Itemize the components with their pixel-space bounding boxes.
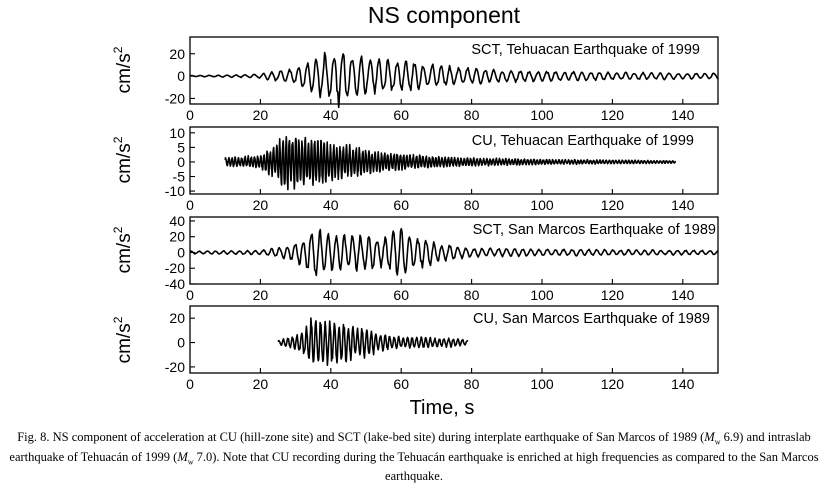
panel-3-frame	[189, 216, 719, 285]
y-tick-label: -20	[165, 359, 185, 375]
y-tick-label: 40	[169, 213, 185, 229]
panel-4-ylabel: cm/s2	[111, 316, 135, 363]
x-tick-label: 140	[671, 376, 695, 392]
y-tick-label: -40	[165, 276, 185, 292]
x-tick-label: 80	[464, 376, 480, 392]
panel-2-trace	[224, 136, 677, 191]
x-tick-label: 40	[323, 287, 339, 303]
y-tick-label: -10	[165, 183, 185, 199]
panel-1-yticks: 20 0 -20	[165, 46, 195, 106]
panel-4-trace	[277, 317, 469, 366]
x-tick-label: 140	[671, 107, 695, 123]
panel-4-label: CU, San Marcos Earthquake of 1989	[473, 311, 710, 327]
y-tick-label: -20	[165, 260, 185, 276]
caption-text-3: 7.0). Note that CU recording during the …	[193, 449, 819, 484]
x-tick-label: 20	[253, 376, 269, 392]
x-tick-label: 80	[464, 197, 480, 213]
panel-1-label: SCT, Tehuacan Earthquake of 1999	[471, 42, 700, 58]
x-tick-label: 80	[464, 107, 480, 123]
panel-1-xticks: 0 20 40 60 80 100 120 140	[186, 99, 695, 123]
x-tick-label: 120	[601, 107, 625, 123]
panel-2-frame	[189, 126, 719, 195]
x-tick-label: 100	[530, 376, 554, 392]
x-tick-label: 0	[186, 197, 194, 213]
panel-4-yticks: 20 0 -20	[165, 310, 195, 375]
panel-2-xticks: 0 20 40 60 80 100 120 140	[186, 189, 695, 213]
x-tick-label: 60	[393, 107, 409, 123]
x-tick-label: 20	[253, 107, 269, 123]
caption-m2: M	[177, 449, 188, 464]
panel-1-frame	[189, 36, 719, 105]
panel-2: CU, Tehuacan Earthquake of 1999 1050-5-1…	[111, 125, 719, 213]
y-tick-label: 10	[169, 125, 185, 141]
caption-m1: M	[704, 430, 715, 444]
y-tick-label: 20	[169, 310, 185, 326]
x-tick-label: 80	[464, 287, 480, 303]
panel-1-trace	[189, 51, 719, 109]
figure-svg: NS component SCT, Tehuacan Earthquake of…	[111, 2, 719, 419]
caption-text-2: 6.9) and intraslab earthquake of Tehuacá…	[9, 430, 811, 464]
y-tick-label: 20	[169, 46, 185, 62]
panel-2-ylabel: cm/s2	[111, 136, 135, 183]
panel-3-xticks: 0 20 40 60 80 100 120 140	[186, 279, 695, 303]
panel-4: CU, San Marcos Earthquake of 1989 200-20…	[111, 305, 719, 392]
y-tick-label: 0	[177, 244, 185, 260]
x-tick-label: 40	[323, 197, 339, 213]
panel-2-label: CU, Tehuacan Earthquake of 1999	[472, 133, 694, 149]
x-tick-label: 60	[393, 376, 409, 392]
chart-title: NS component	[368, 2, 521, 28]
panel-1-ylabel: cm/s2	[111, 46, 135, 93]
figure-caption: Fig. 8. NS component of acceleration at …	[8, 430, 820, 484]
x-tick-label: 140	[671, 197, 695, 213]
caption-w1: w	[714, 437, 721, 447]
y-tick-label: 0	[177, 154, 185, 170]
panel-3-label: SCT, San Marcos Earthquake of 1989	[473, 222, 716, 238]
caption-w2: w	[187, 457, 194, 466]
panel-3-ylabel: cm/s2	[111, 226, 135, 273]
x-tick-label: 100	[530, 287, 554, 303]
x-tick-label: 100	[530, 197, 554, 213]
x-tick-label: 0	[186, 376, 194, 392]
panel-4-frame	[189, 305, 719, 374]
x-tick-label: 0	[186, 287, 194, 303]
y-tick-label: 0	[177, 335, 185, 351]
x-tick-label: 20	[253, 197, 269, 213]
panel-1: SCT, Tehuacan Earthquake of 1999 200-20 …	[111, 36, 719, 123]
caption-text-1: Fig. 8. NS component of acceleration at …	[17, 430, 705, 444]
y-tick-label: -20	[165, 90, 185, 106]
x-tick-label: 120	[601, 197, 625, 213]
y-tick-label: 5	[177, 139, 185, 155]
y-tick-label: 20	[169, 229, 185, 245]
x-tick-label: 140	[671, 287, 695, 303]
x-tick-label: 60	[393, 287, 409, 303]
x-tick-label: 120	[601, 287, 625, 303]
panel-3-trace	[189, 227, 719, 277]
x-axis-label: Time, s	[410, 397, 475, 419]
x-tick-label: 40	[323, 376, 339, 392]
panel-3: SCT, San Marcos Earthquake of 1989 40200…	[111, 213, 719, 303]
x-tick-label: 0	[186, 107, 194, 123]
x-tick-label: 20	[253, 287, 269, 303]
x-tick-label: 120	[601, 376, 625, 392]
x-tick-label: 100	[530, 107, 554, 123]
x-tick-label: 40	[323, 107, 339, 123]
y-tick-label: 0	[177, 68, 185, 84]
x-tick-label: 60	[393, 197, 409, 213]
y-tick-label: -5	[173, 169, 186, 185]
panel-4-xticks: 0 20 40 60 80 100 120 140	[186, 368, 695, 392]
